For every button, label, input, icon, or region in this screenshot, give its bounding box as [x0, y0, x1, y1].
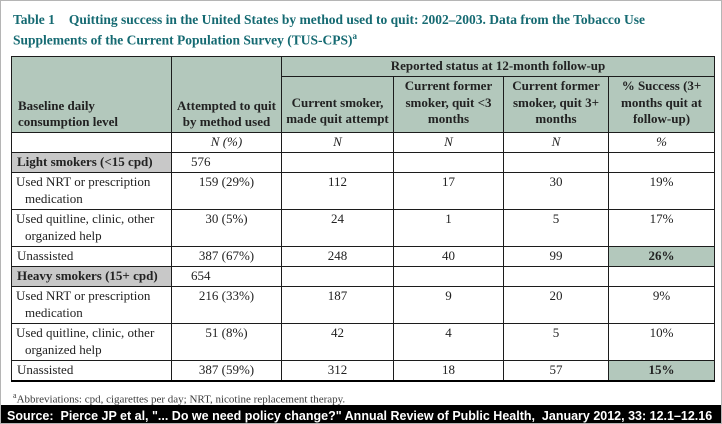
header-reported-status: Reported status at 12-month follow-up: [281, 55, 715, 77]
success-cell: 17%: [608, 209, 715, 248]
source-citation-bar: Source: Pierce JP et al, "... Do we need…: [1, 405, 721, 423]
success-cell: [608, 152, 715, 174]
former-lt3-cell: 18: [393, 359, 504, 382]
attempted-cell: 51 (8%): [171, 322, 282, 361]
attempted-cell: 387 (59%): [171, 359, 282, 382]
quitting-success-table: Baseline daily consumption level Attempt…: [11, 55, 715, 382]
row-label: Used quitline, clinic, other organized h…: [11, 209, 172, 248]
section-row-heavy-smokers: Heavy smokers (15+ cpd) 654: [11, 265, 715, 287]
row-label: Used NRT or prescription medication: [11, 172, 172, 211]
current-smoker-cell: 248: [281, 246, 394, 267]
row-label: Used NRT or prescription medication: [11, 285, 172, 324]
former-3plus-cell: [503, 152, 609, 174]
data-row-light-quitline: Used quitline, clinic, other organized h…: [11, 209, 715, 248]
units-pct: %: [608, 132, 715, 154]
current-smoker-cell: [281, 265, 394, 287]
header-former-3plus: Current former smoker, quit 3+ months: [503, 75, 609, 134]
row-label: Unassisted: [11, 246, 172, 267]
success-cell: [608, 265, 715, 287]
table-number: Table 1: [13, 12, 55, 27]
current-smoker-cell: 312: [281, 359, 394, 382]
units-n3: N: [503, 132, 609, 154]
current-smoker-cell: [281, 152, 394, 174]
success-cell-highlighted: 15%: [608, 359, 715, 382]
attempted-cell: 216 (33%): [171, 285, 282, 324]
row-label: Heavy smokers (15+ cpd): [11, 265, 172, 287]
former-3plus-cell: 57: [503, 359, 609, 382]
units-attempted: N (%): [171, 132, 282, 154]
data-row-light-unassisted: Unassisted 387 (67%) 248 40 99 26%: [11, 246, 715, 267]
success-cell: 9%: [608, 285, 715, 324]
attempted-cell: 159 (29%): [171, 172, 282, 211]
footnote-marker: a: [13, 390, 17, 400]
title-footnote-marker: a: [352, 30, 358, 41]
success-cell: 19%: [608, 172, 715, 211]
former-lt3-cell: 1: [393, 209, 504, 248]
table-title: Table 1 Quitting success in the United St…: [1, 1, 713, 50]
section-row-light-smokers: Light smokers (<15 cpd) 576: [11, 152, 715, 174]
table-caption: Quitting success in the United States by…: [13, 12, 646, 48]
former-lt3-cell: 40: [393, 246, 504, 267]
header-success: % Success (3+ months quit at follow-up): [608, 75, 715, 134]
former-3plus-cell: 20: [503, 285, 609, 324]
former-lt3-cell: 9: [393, 285, 504, 324]
former-3plus-cell: 5: [503, 322, 609, 361]
current-smoker-cell: 24: [281, 209, 394, 248]
data-row-light-nrt: Used NRT or prescription medication 159 …: [11, 172, 715, 211]
header-row-columns: Current smoker, made quit attempt Curren…: [12, 75, 715, 134]
header-baseline: Baseline daily consumption level: [11, 55, 172, 134]
units-n2: N: [393, 132, 504, 154]
row-label: Used quitline, clinic, other organized h…: [11, 322, 172, 361]
header-former-lt3: Current former smoker, quit <3 months: [393, 75, 504, 134]
former-3plus-cell: 30: [503, 172, 609, 211]
former-lt3-cell: 4: [393, 322, 504, 361]
former-lt3-cell: [393, 265, 504, 287]
current-smoker-cell: 187: [281, 285, 394, 324]
current-smoker-cell: 42: [281, 322, 394, 361]
former-3plus-cell: 5: [503, 209, 609, 248]
header-current-smoker: Current smoker, made quit attempt: [281, 75, 394, 134]
former-lt3-cell: 17: [393, 172, 504, 211]
former-lt3-cell: [393, 152, 504, 174]
units-row: N (%) N N N %: [11, 132, 715, 154]
former-3plus-cell: [503, 265, 609, 287]
data-row-heavy-quitline: Used quitline, clinic, other organized h…: [11, 322, 715, 361]
attempted-cell: 387 (67%): [171, 246, 282, 267]
row-label: Unassisted: [11, 359, 172, 382]
former-3plus-cell: 99: [503, 246, 609, 267]
row-label: Light smokers (<15 cpd): [11, 152, 172, 174]
table-footnote: aAbbreviations: cpd, cigarettes per day;…: [13, 391, 721, 406]
header-row-span: Baseline daily consumption level Attempt…: [11, 55, 715, 134]
current-smoker-cell: 112: [281, 172, 394, 211]
data-row-heavy-unassisted: Unassisted 387 (59%) 312 18 57 15%: [11, 359, 715, 382]
attempted-cell: 30 (5%): [171, 209, 282, 248]
attempted-cell: 654: [171, 265, 282, 287]
units-empty-cell: [11, 132, 172, 154]
header-attempted: Attempted to quit by method used: [171, 55, 282, 134]
footnote-text: Abbreviations: cpd, cigarettes per day; …: [16, 393, 346, 406]
data-row-heavy-nrt: Used NRT or prescription medication 216 …: [11, 285, 715, 324]
attempted-cell: 576: [171, 152, 282, 174]
success-cell-highlighted: 26%: [608, 246, 715, 267]
success-cell: 10%: [608, 322, 715, 361]
units-n1: N: [281, 132, 394, 154]
